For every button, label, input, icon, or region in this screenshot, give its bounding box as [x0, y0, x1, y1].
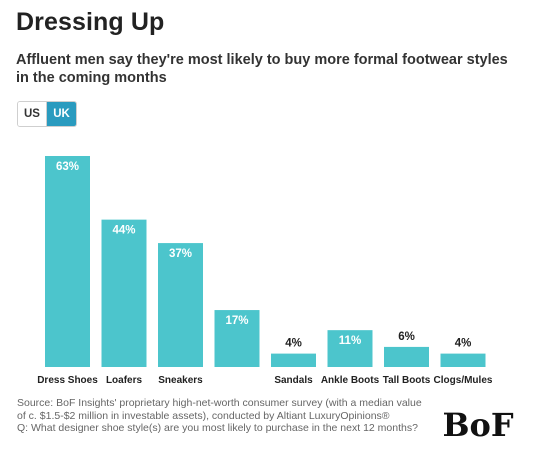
bar-value-label: 37%: [169, 248, 192, 260]
category-label: Tall Boots: [383, 375, 431, 386]
source-text: Source: BoF Insights' proprietary high-n…: [17, 397, 422, 422]
category-label: Clogs/Mules: [434, 375, 493, 386]
bar-value-label: 63%: [56, 161, 79, 173]
category-label: Sandals: [274, 375, 313, 386]
bof-logo: BoF: [442, 406, 513, 442]
category-label: Sneakers: [158, 375, 203, 386]
bar-1: [45, 156, 90, 367]
bar-value-label: 6%: [398, 331, 415, 343]
source-note: Source: BoF Insights' proprietary high-n…: [17, 397, 427, 435]
bar-2: [101, 219, 147, 367]
survey-question: Q: What designer shoe style(s) are you m…: [17, 422, 418, 434]
category-label: Loafers: [106, 375, 143, 386]
toggle-us-button[interactable]: US: [18, 102, 46, 126]
bar-7: [384, 346, 429, 367]
category-label: Dress Shoes: [37, 375, 98, 386]
bar-4: [214, 310, 260, 367]
bar-value-label: 11%: [339, 335, 361, 347]
svg-text:BoF: BoF: [442, 406, 513, 442]
country-toggle: US UK: [17, 101, 77, 127]
bar-8: [440, 353, 486, 367]
bar-3: [158, 243, 203, 367]
bar-value-label: 17%: [225, 315, 248, 327]
bar-value-label: 4%: [285, 338, 302, 350]
chart-subtitle: Affluent men say they're most likely to …: [16, 52, 508, 86]
bar-chart: 63% Dress Shoes 44% Loafers 37% Sneakers 17% 4%…: [37, 156, 493, 386]
chart-title: Dressing Up: [16, 8, 165, 36]
bar-6: [327, 330, 373, 367]
category-label: Ankle Boots: [321, 375, 380, 386]
bar-value-label: 44%: [112, 225, 135, 237]
bar-value-label: 4%: [455, 338, 472, 350]
toggle-uk-button[interactable]: UK: [46, 102, 76, 126]
bar-5: [271, 353, 316, 367]
